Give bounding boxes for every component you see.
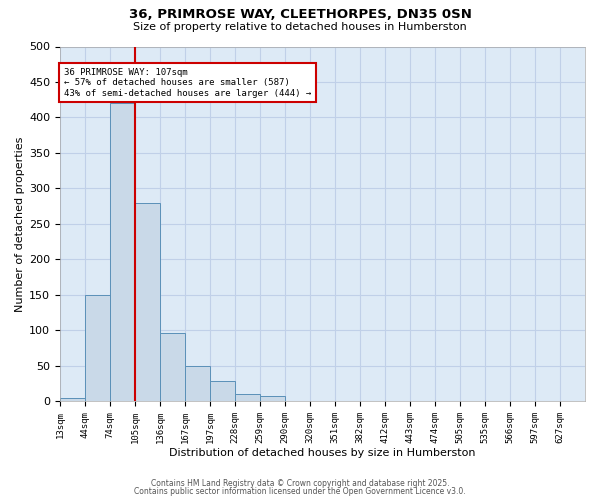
Y-axis label: Number of detached properties: Number of detached properties: [15, 136, 25, 312]
Text: Contains HM Land Registry data © Crown copyright and database right 2025.: Contains HM Land Registry data © Crown c…: [151, 478, 449, 488]
X-axis label: Distribution of detached houses by size in Humberston: Distribution of detached houses by size …: [169, 448, 476, 458]
Bar: [285, 400, 310, 402]
Bar: [185, 366, 210, 402]
Bar: [160, 332, 185, 402]
Bar: [110, 104, 135, 402]
Bar: [60, 398, 85, 402]
Bar: [260, 396, 285, 402]
Text: Size of property relative to detached houses in Humberston: Size of property relative to detached ho…: [133, 22, 467, 32]
Bar: [335, 400, 360, 402]
Bar: [210, 382, 235, 402]
Bar: [235, 394, 260, 402]
Text: 36, PRIMROSE WAY, CLEETHORPES, DN35 0SN: 36, PRIMROSE WAY, CLEETHORPES, DN35 0SN: [128, 8, 472, 20]
Text: Contains public sector information licensed under the Open Government Licence v3: Contains public sector information licen…: [134, 487, 466, 496]
Bar: [135, 202, 160, 402]
Text: 36 PRIMROSE WAY: 107sqm
← 57% of detached houses are smaller (587)
43% of semi-d: 36 PRIMROSE WAY: 107sqm ← 57% of detache…: [64, 68, 311, 98]
Bar: [85, 295, 110, 402]
